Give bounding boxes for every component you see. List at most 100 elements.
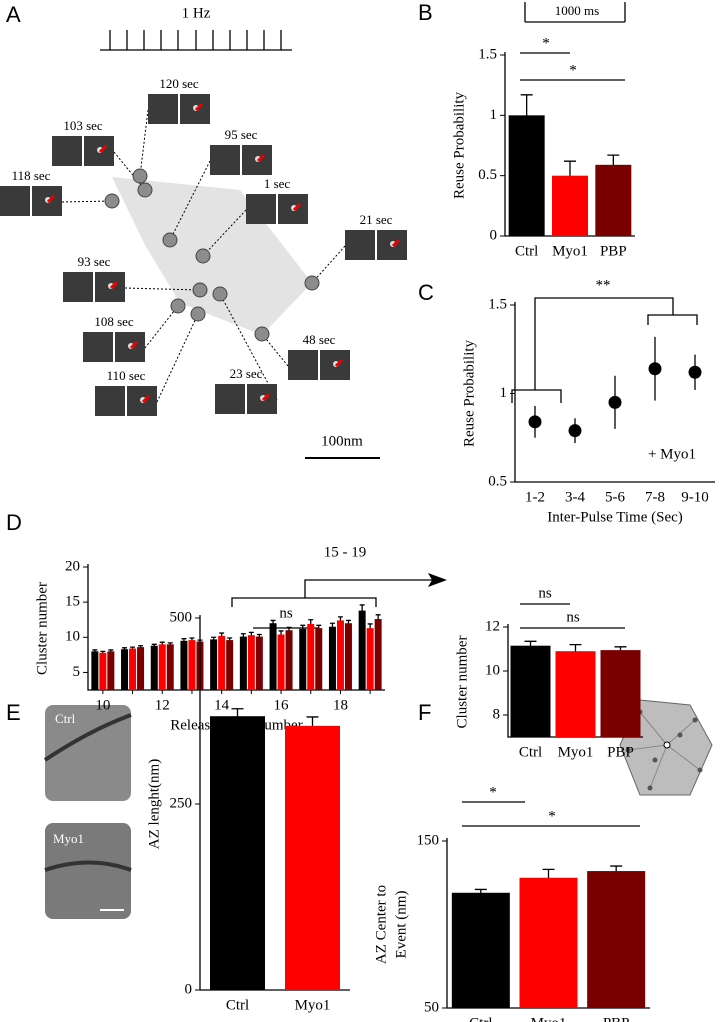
arrow — [391, 238, 401, 248]
connector — [139, 109, 149, 177]
annotation: 15 - 19 — [324, 544, 367, 560]
annotation: + Myo1 — [648, 446, 696, 462]
bar — [307, 623, 315, 690]
bar — [99, 652, 107, 690]
x-tick-label: Ctrl — [469, 1015, 492, 1022]
annotation: ns — [566, 609, 580, 625]
x-axis-label: Inter-Pulse Time (Sec) — [547, 509, 683, 525]
y-tick-label: 500 — [170, 609, 193, 625]
time-label: 108 sec — [94, 314, 134, 329]
image-label: Myo1 — [53, 831, 84, 846]
bar — [552, 175, 588, 236]
point — [648, 362, 662, 376]
bar — [555, 651, 596, 737]
panel-label: E — [6, 700, 21, 725]
brackets — [511, 297, 698, 403]
bar — [129, 648, 137, 690]
bar — [277, 634, 285, 690]
x-tick-label: Myo1 — [295, 997, 331, 1013]
arrow-head — [428, 573, 447, 587]
bar — [218, 635, 226, 690]
bar — [180, 640, 188, 690]
bar — [519, 877, 578, 1008]
frame-image — [63, 272, 93, 302]
bar — [600, 650, 641, 737]
bar — [285, 630, 293, 690]
connector — [219, 293, 278, 401]
brackets — [462, 801, 640, 827]
point — [528, 415, 542, 429]
x-tick-label: Myo1 — [531, 1015, 567, 1022]
bar — [210, 639, 218, 690]
brackets — [231, 579, 435, 607]
bar — [358, 610, 366, 690]
time-label: 110 sec — [107, 368, 146, 383]
bar — [166, 644, 174, 690]
connector — [113, 151, 146, 191]
y-tick-label: 250 — [170, 795, 193, 811]
x-tick-label: 16 — [274, 697, 290, 713]
y-tick-label: 0.5 — [488, 473, 507, 489]
connector — [144, 305, 179, 349]
annotation: ns — [279, 605, 293, 621]
connector — [61, 200, 113, 203]
y-axis-label: AZ lenght(nm) — [146, 759, 162, 849]
site — [170, 298, 186, 314]
connector — [156, 313, 199, 403]
bar — [366, 628, 374, 690]
y-tick-label: 20 — [65, 558, 80, 574]
y-tick-label: 1 — [500, 385, 508, 401]
bar — [239, 636, 247, 690]
x-tick-label: Ctrl — [519, 744, 542, 760]
bar — [374, 619, 382, 690]
frame-image — [0, 186, 30, 216]
arrow — [292, 202, 302, 212]
annotation: * — [548, 808, 556, 824]
site — [195, 248, 211, 264]
y-tick-label: 50 — [424, 999, 439, 1015]
panel-label: B — [418, 0, 433, 25]
panel-label: A — [6, 2, 21, 27]
x-tick-label: 7-8 — [645, 489, 665, 505]
frame-image — [345, 230, 375, 260]
frame-image — [95, 386, 125, 416]
y-tick-label: 0 — [185, 981, 193, 997]
frame-image — [246, 194, 276, 224]
frame-image — [210, 145, 240, 175]
bar — [328, 626, 336, 690]
annotation: * — [489, 784, 497, 800]
bar — [137, 647, 145, 690]
panel-label: C — [418, 280, 434, 305]
y-tick-label: 1 — [490, 107, 498, 123]
bar — [299, 628, 307, 690]
connector — [202, 209, 247, 257]
frame-image — [148, 94, 178, 124]
inset — [619, 699, 713, 796]
brackets — [520, 2, 626, 81]
site — [192, 282, 208, 298]
scale-label: 100nm — [321, 433, 363, 449]
bar — [315, 628, 323, 690]
time-label: 118 sec — [12, 168, 51, 183]
pulse-train — [100, 30, 292, 51]
panel-label: D — [6, 510, 22, 535]
image-label: Ctrl — [55, 711, 76, 726]
x-tick-label: Ctrl — [515, 243, 538, 259]
point — [608, 395, 622, 409]
annotation: * — [542, 35, 550, 51]
bar — [451, 892, 510, 1008]
x-tick-label: PBP — [603, 1015, 630, 1022]
y-tick-label: 150 — [417, 832, 440, 848]
x-tick-label: 5-6 — [605, 489, 625, 505]
y-tick-label: 10 — [485, 662, 500, 678]
y-axis-label: AZ Center to — [373, 885, 389, 964]
site — [212, 286, 228, 302]
arrow — [194, 102, 204, 112]
point — [688, 365, 702, 379]
frame-image — [83, 332, 113, 362]
bar — [150, 645, 158, 690]
cluster-area — [112, 177, 312, 335]
annotation: ns — [538, 585, 552, 601]
membrane — [44, 860, 132, 872]
